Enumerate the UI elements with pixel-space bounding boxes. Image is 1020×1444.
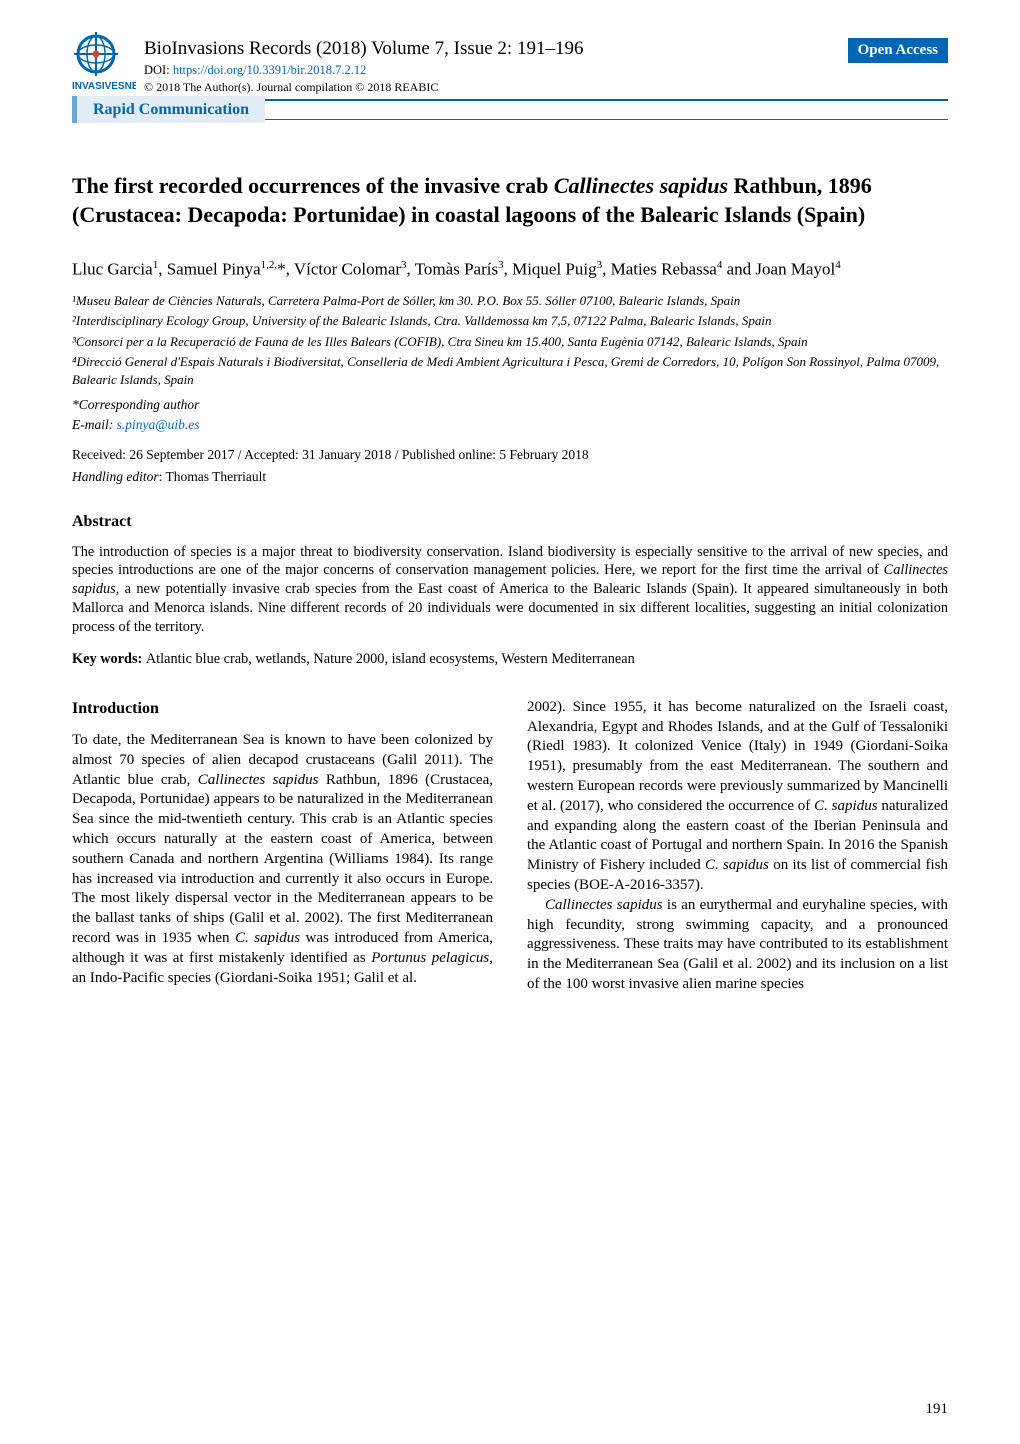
keywords-text: Atlantic blue crab, wetlands, Nature 200…	[146, 651, 635, 667]
abstract-body: The introduction of species is a major t…	[72, 543, 948, 637]
intro-paragraph-1: To date, the Mediterranean Sea is known …	[72, 731, 493, 988]
abstract-heading: Abstract	[72, 513, 948, 531]
affiliation-2: ²Interdisciplinary Ecology Group, Univer…	[72, 312, 948, 330]
handling-editor-name: : Thomas Therriault	[159, 469, 266, 484]
affiliation-4: ⁴Direcció General d'Espais Naturals i Bi…	[72, 353, 948, 388]
journal-header: INVASIVESNET BioInvasions Records (2018)…	[72, 32, 948, 95]
affiliation-3: ³Consorci per a la Recuperació de Fauna …	[72, 333, 948, 351]
copyright-line: © 2018 The Author(s). Journal compilatio…	[144, 80, 848, 95]
doi-line: DOI: https://doi.org/10.3391/bir.2018.7.…	[144, 63, 848, 78]
keywords-line: Key words: Atlantic blue crab, wetlands,…	[72, 651, 948, 668]
logo-text: INVASIVESNET	[72, 81, 136, 92]
globe-crosshair-icon: INVASIVESNET	[72, 32, 136, 92]
page-number: 191	[926, 1401, 949, 1418]
column-right: 2002). Since 1955, it has become natural…	[527, 698, 948, 995]
section-type-bar: Rapid Communication	[72, 101, 948, 120]
intro-paragraph-2: Callinectes sapidus is an eurythermal an…	[527, 896, 948, 995]
intro-paragraph-1-cont: 2002). Since 1955, it has become natural…	[527, 698, 948, 896]
email-link[interactable]: s.pinya@uib.es	[117, 417, 200, 432]
email-label: E-mail:	[72, 417, 117, 432]
handling-editor: Handling editor: Thomas Therriault	[72, 469, 948, 485]
journal-logo: INVASIVESNET	[72, 32, 136, 92]
article-title: The first recorded occurrences of the in…	[72, 172, 948, 229]
column-left: Introduction To date, the Mediterranean …	[72, 698, 493, 995]
journal-info-block: BioInvasions Records (2018) Volume 7, Is…	[136, 32, 848, 95]
doi-link[interactable]: https://doi.org/10.3391/bir.2018.7.2.12	[173, 63, 367, 77]
article-dates: Received: 26 September 2017 / Accepted: …	[72, 447, 948, 463]
corresponding-author: *Corresponding author	[72, 397, 948, 413]
body-columns: Introduction To date, the Mediterranean …	[72, 698, 948, 995]
author-list: Lluc Garcia1, Samuel Pinya1,2,*, Víctor …	[72, 259, 948, 280]
open-access-badge: Open Access	[848, 38, 948, 63]
affiliations-block: ¹Museu Balear de Ciències Naturals, Carr…	[72, 292, 948, 389]
keywords-label: Key words:	[72, 651, 146, 667]
section-type-label: Rapid Communication	[72, 96, 265, 123]
journal-title: BioInvasions Records (2018) Volume 7, Is…	[144, 38, 848, 60]
introduction-heading: Introduction	[72, 698, 493, 719]
email-line: E-mail: s.pinya@uib.es	[72, 417, 948, 433]
doi-label: DOI:	[144, 63, 173, 77]
handling-editor-label: Handling editor	[72, 469, 159, 484]
affiliation-1: ¹Museu Balear de Ciències Naturals, Carr…	[72, 292, 948, 310]
